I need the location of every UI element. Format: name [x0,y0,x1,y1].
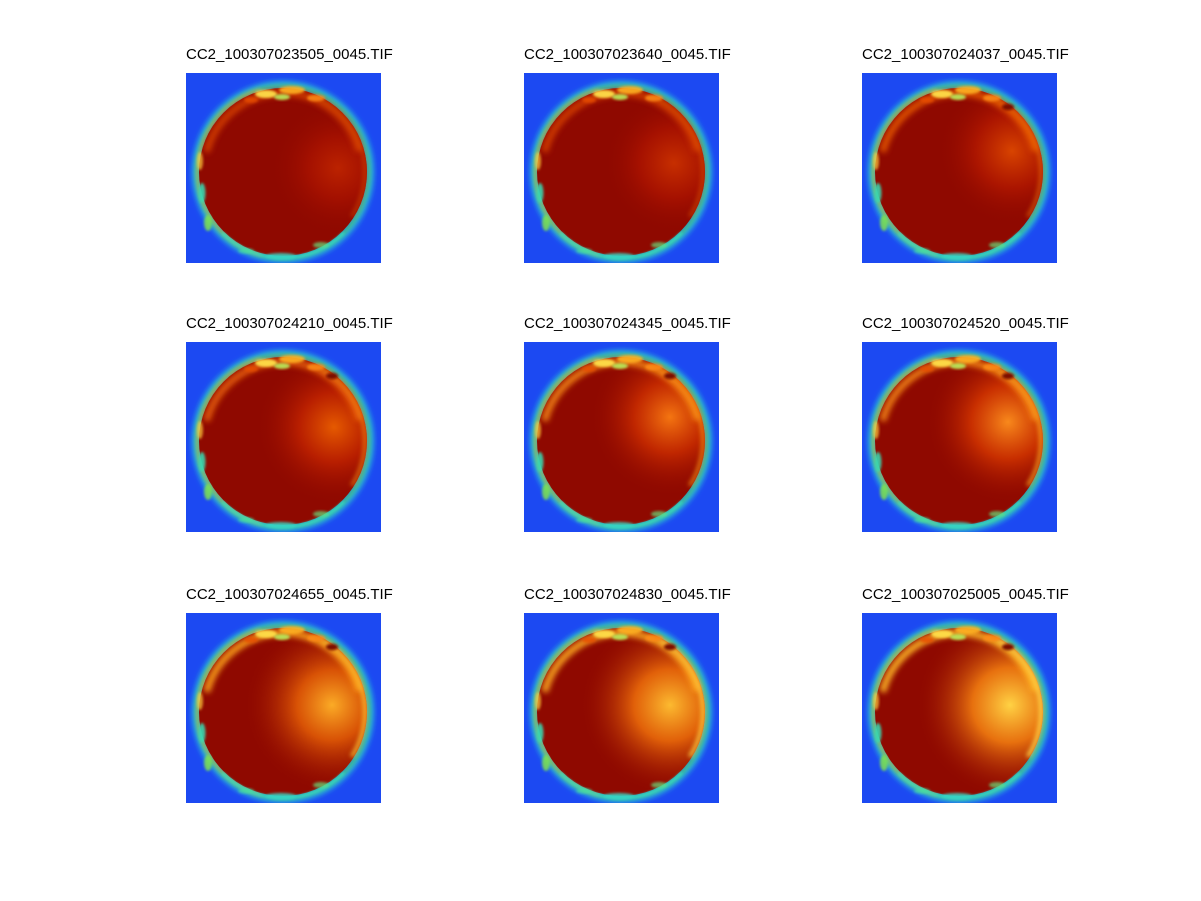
thermal-image [524,613,719,803]
thermal-image [862,613,1057,803]
image-title: CC2_100307024655_0045.TIF [186,586,393,603]
thermal-image [524,342,719,532]
subplot-6: CC2_100307024520_0045.TIF [862,315,1069,532]
image-title: CC2_100307023640_0045.TIF [524,46,731,63]
thermal-image [862,73,1057,263]
subplot-7: CC2_100307024655_0045.TIF [186,586,393,803]
subplot-3: CC2_100307024037_0045.TIF [862,46,1069,263]
thermal-image [862,342,1057,532]
subplot-2: CC2_100307023640_0045.TIF [524,46,731,263]
thermal-image [186,342,381,532]
image-title: CC2_100307024210_0045.TIF [186,315,393,332]
image-title: CC2_100307024345_0045.TIF [524,315,731,332]
image-title: CC2_100307024830_0045.TIF [524,586,731,603]
image-title: CC2_100307025005_0045.TIF [862,586,1069,603]
subplot-5: CC2_100307024345_0045.TIF [524,315,731,532]
thermal-image [524,73,719,263]
subplot-4: CC2_100307024210_0045.TIF [186,315,393,532]
thermal-image [186,613,381,803]
image-title: CC2_100307023505_0045.TIF [186,46,393,63]
image-title: CC2_100307024037_0045.TIF [862,46,1069,63]
subplot-1: CC2_100307023505_0045.TIF [186,46,393,263]
image-title: CC2_100307024520_0045.TIF [862,315,1069,332]
subplot-8: CC2_100307024830_0045.TIF [524,586,731,803]
subplot-9: CC2_100307025005_0045.TIF [862,586,1069,803]
thermal-image [186,73,381,263]
